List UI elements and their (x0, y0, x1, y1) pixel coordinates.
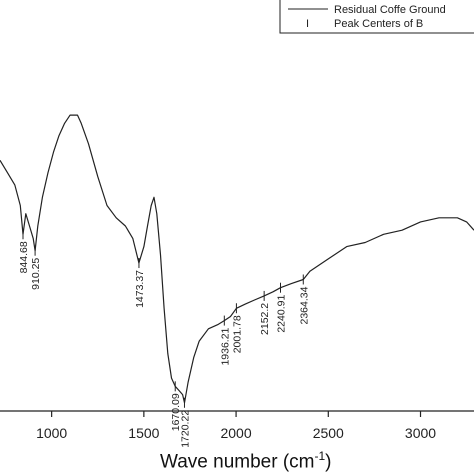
peak-label-7: 2152.2 (259, 303, 271, 335)
peak-label-8: 2240.91 (276, 295, 288, 333)
legend-box (279, 0, 474, 34)
legend: Residual Coffe Ground I Peak Centers of … (279, 0, 474, 34)
legend-label-peaks: Peak Centers of B (334, 18, 423, 30)
x-axis-ticks: 1000 1500 2000 2500 3000 (36, 411, 436, 441)
peak-label-5: 1936.21 (219, 327, 231, 365)
peak-label-3: 1670.09 (170, 393, 182, 431)
x-axis-title-text: Wave number (160, 451, 278, 473)
x-tick-label-1000: 1000 (36, 425, 67, 441)
peak-label-2: 1473.37 (134, 270, 146, 308)
x-tick-label-1500: 1500 (128, 425, 159, 441)
peak-label-1: 910.25 (30, 258, 42, 290)
x-tick-label-2000: 2000 (220, 425, 251, 441)
series-layer (0, 114, 474, 404)
peak-label-0: 844.68 (18, 241, 30, 273)
x-axis-unit-exponent: -1 (314, 449, 326, 463)
peak-label-6: 2001.78 (231, 315, 243, 353)
x-axis-title: Wave number (cm-1) (160, 449, 400, 473)
x-axis-unit-base: (cm (282, 451, 315, 473)
peak-label-9: 2364.34 (298, 286, 310, 324)
x-tick-label-3000: 3000 (405, 425, 436, 441)
x-tick-label-2500: 2500 (313, 425, 344, 441)
peak-label-4: 1720.22 (179, 410, 191, 448)
x-axis-unit-close: ) (325, 451, 332, 473)
legend-peak-symbol: I (306, 18, 309, 30)
legend-label-series: Residual Coffe Ground (334, 4, 446, 16)
series-line-0 (0, 114, 474, 404)
